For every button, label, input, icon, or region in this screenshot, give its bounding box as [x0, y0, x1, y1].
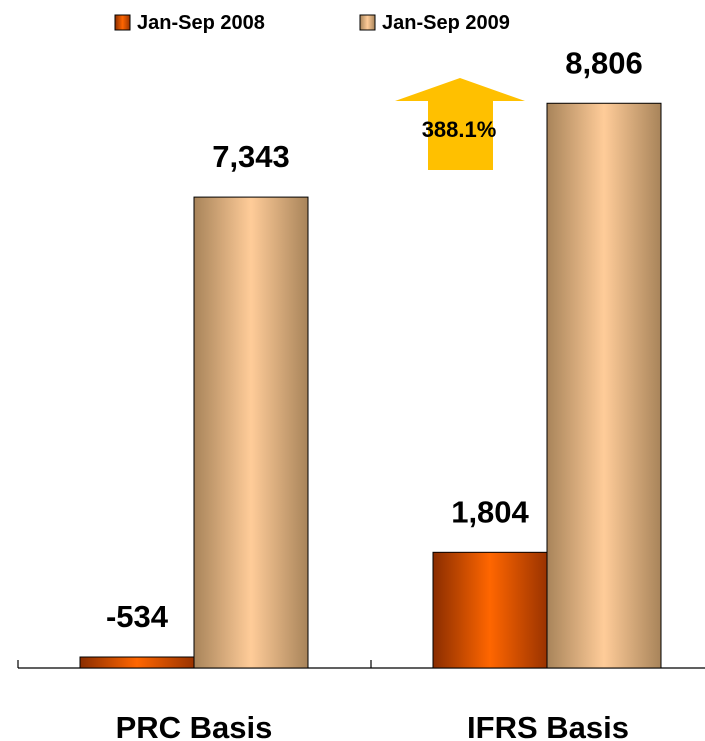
x-tick-label-prc: PRC Basis	[116, 710, 273, 741]
bar-ifrs-2009	[546, 102, 662, 669]
growth-percent-label: 388.1%	[422, 117, 497, 142]
bar-prc-2009	[193, 196, 309, 669]
x-tick-label-ifrs: IFRS Basis	[467, 710, 629, 741]
bar-prc-2008	[79, 656, 195, 669]
legend-swatch-2008	[114, 14, 131, 31]
x-axis: PRC Basis IFRS Basis	[17, 660, 705, 741]
data-label-ifrs-2009: 8,806	[565, 45, 643, 80]
bar-ifrs-2008	[432, 551, 548, 669]
growth-annotation: 388.1%	[395, 78, 525, 170]
data-label-prc-2008: -534	[106, 599, 169, 634]
data-label-prc-2009: 7,343	[212, 139, 290, 174]
up-arrow-icon	[395, 78, 525, 170]
legend-label-2008: Jan-Sep 2008	[137, 12, 265, 34]
legend: Jan-Sep 2008 Jan-Sep 2009	[114, 12, 510, 34]
bars	[79, 102, 662, 669]
legend-label-2009: Jan-Sep 2009	[382, 12, 510, 34]
data-labels: -534 7,343 1,804 8,806	[106, 45, 643, 634]
data-label-ifrs-2008: 1,804	[451, 494, 529, 529]
legend-swatch-2009	[359, 14, 376, 31]
